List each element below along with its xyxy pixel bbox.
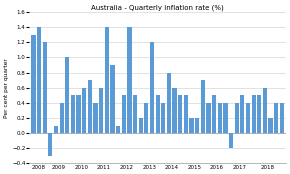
Bar (59, 103, 64, 133)
Bar (99, 88, 103, 133)
Bar (161, 103, 165, 133)
Bar (127, 27, 132, 133)
Bar (246, 103, 250, 133)
Bar (263, 88, 267, 133)
Bar (155, 95, 160, 133)
Bar (139, 118, 143, 133)
Y-axis label: Per cent per quarter: Per cent per quarter (4, 58, 9, 118)
Bar (167, 73, 171, 133)
Bar (105, 27, 109, 133)
Bar (110, 65, 115, 133)
Bar (280, 103, 284, 133)
Bar (229, 133, 233, 148)
Bar (43, 42, 47, 133)
Bar (274, 103, 278, 133)
Bar (133, 95, 137, 133)
Bar (251, 95, 256, 133)
Bar (269, 118, 273, 133)
Bar (223, 103, 228, 133)
Bar (65, 57, 69, 133)
Bar (206, 103, 211, 133)
Bar (235, 103, 239, 133)
Title: Australia - Quarterly inflation rate (%): Australia - Quarterly inflation rate (%) (91, 4, 224, 11)
Bar (71, 95, 75, 133)
Bar (122, 95, 126, 133)
Bar (184, 95, 188, 133)
Bar (195, 118, 199, 133)
Bar (48, 133, 52, 156)
Bar (189, 118, 194, 133)
Bar (257, 95, 261, 133)
Bar (77, 95, 81, 133)
Bar (212, 95, 216, 133)
Bar (173, 88, 177, 133)
Bar (31, 35, 36, 133)
Bar (116, 126, 120, 133)
Bar (82, 88, 86, 133)
Bar (54, 126, 58, 133)
Bar (88, 80, 92, 133)
Bar (37, 27, 41, 133)
Bar (144, 103, 148, 133)
Bar (178, 95, 182, 133)
Bar (93, 103, 98, 133)
Bar (240, 95, 244, 133)
Bar (201, 80, 205, 133)
Bar (218, 103, 222, 133)
Bar (150, 42, 154, 133)
